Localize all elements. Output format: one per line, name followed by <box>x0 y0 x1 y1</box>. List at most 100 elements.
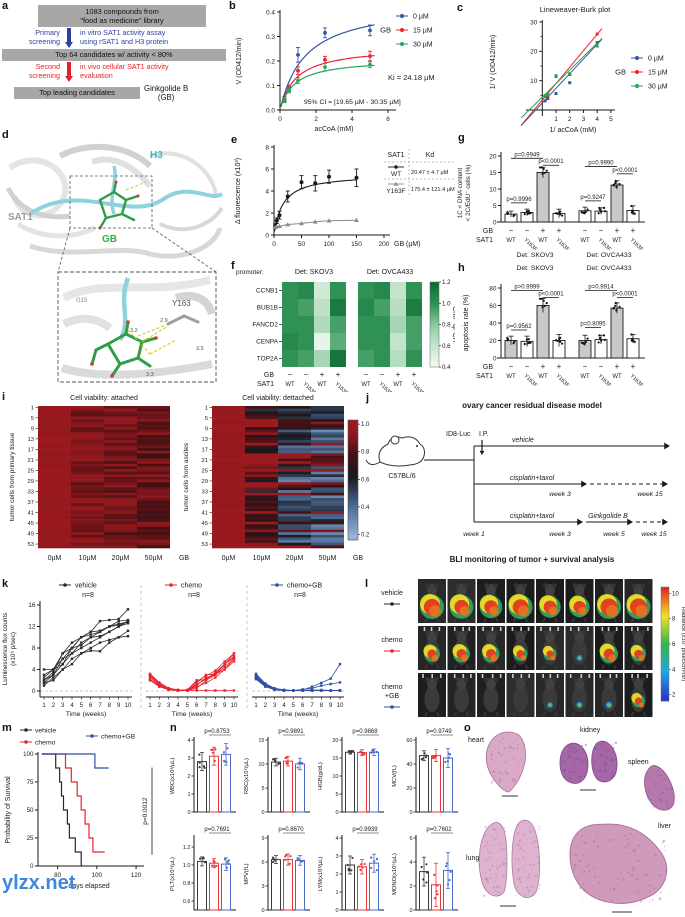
svg-text:Ki = 24.18 µM: Ki = 24.18 µM <box>388 73 435 82</box>
svg-text:0.6: 0.6 <box>361 477 370 483</box>
svg-text:4: 4 <box>32 667 36 674</box>
svg-text:week 1: week 1 <box>463 531 485 538</box>
svg-text:0: 0 <box>409 908 412 914</box>
svg-text:n=8: n=8 <box>294 592 306 599</box>
svg-text:1: 1 <box>335 890 338 896</box>
svg-text:−: − <box>304 370 309 379</box>
svg-text:12: 12 <box>28 624 36 631</box>
svg-text:ID8-Luc: ID8-Luc <box>446 431 471 438</box>
svg-text:0: 0 <box>335 810 338 816</box>
svg-text:vehicle: vehicle <box>75 583 97 590</box>
svg-text:Cell viability: attached: Cell viability: attached <box>70 395 138 402</box>
svg-text:80: 80 <box>54 872 61 879</box>
svg-text:4: 4 <box>265 188 269 195</box>
svg-text:45: 45 <box>202 521 208 527</box>
svg-text:p=0.7691: p=0.7691 <box>204 827 230 833</box>
svg-text:4: 4 <box>672 667 676 673</box>
svg-text:Y163F: Y163F <box>386 188 405 195</box>
svg-text:1: 1 <box>31 405 34 411</box>
svg-text:6: 6 <box>409 836 412 842</box>
svg-text:SAT1: SAT1 <box>8 212 33 223</box>
svg-text:2: 2 <box>158 703 162 709</box>
svg-text:1: 1 <box>254 703 258 709</box>
svg-text:+GB: +GB <box>385 693 400 700</box>
second-screening-description: in vivo cellular SAT1 activity evaluation <box>80 62 169 80</box>
flow-step-primary-screening: Primary screening in vitro SAT1 activity … <box>0 27 228 49</box>
svg-text:10µM: 10µM <box>253 555 271 562</box>
svg-text:WT: WT <box>391 171 401 178</box>
svg-text:49: 49 <box>202 532 208 538</box>
svg-text:41: 41 <box>202 511 208 517</box>
svg-text:GB (µM): GB (µM) <box>394 241 421 248</box>
svg-text:ChIP-qPCR: ChIP-qPCR <box>451 306 455 343</box>
svg-text:2: 2 <box>265 210 269 217</box>
svg-text:20.47 ± 4.7 µM: 20.47 ± 4.7 µM <box>411 170 449 176</box>
svg-text:acCoA (mM): acCoA (mM) <box>315 126 354 133</box>
svg-text:Det: SKOV3: Det: SKOV3 <box>516 265 553 272</box>
svg-text:2: 2 <box>314 116 318 123</box>
svg-text:100: 100 <box>324 241 335 248</box>
svg-text:3.3: 3.3 <box>146 372 154 378</box>
svg-text:vehicle: vehicle <box>512 437 534 444</box>
svg-text:+: + <box>320 370 325 379</box>
svg-text:GB: GB <box>264 372 274 379</box>
svg-text:21: 21 <box>28 458 34 464</box>
svg-text:0.6: 0.6 <box>183 899 191 905</box>
flow-result-compound: Ginkgolide B (GB) <box>144 83 189 103</box>
svg-text:p=0.9868: p=0.9868 <box>352 729 378 735</box>
svg-text:Ginkgolide B: Ginkgolide B <box>588 513 628 520</box>
svg-text:WT: WT <box>393 382 403 388</box>
svg-text:ovary cancer residual disease: ovary cancer residual disease model <box>462 401 602 410</box>
svg-text:20µM: 20µM <box>112 555 130 562</box>
svg-text:p=0.8670: p=0.8670 <box>278 827 304 833</box>
svg-text:0 µM: 0 µM <box>413 14 429 21</box>
svg-text:7: 7 <box>310 703 314 709</box>
svg-text:BUB1B: BUB1B <box>257 305 278 312</box>
svg-text:30: 30 <box>530 19 538 26</box>
svg-text:4: 4 <box>187 738 190 744</box>
svg-text:p=0.9939: p=0.9939 <box>352 827 378 833</box>
panel-o-histology-images: heart kidney spleen lung liver <box>466 727 675 913</box>
svg-text:week 15: week 15 <box>641 531 667 538</box>
svg-text:4: 4 <box>282 703 286 709</box>
svg-text:cisplatin+taxol: cisplatin+taxol <box>510 513 555 520</box>
svg-text:5: 5 <box>205 416 208 422</box>
panel-a-screening-flowchart: 1083 compounds from "food as medicine" l… <box>0 0 228 132</box>
svg-text:week 5: week 5 <box>603 531 625 538</box>
svg-text:10: 10 <box>672 591 679 597</box>
svg-text:Lineweaver-Burk plot: Lineweaver-Burk plot <box>540 5 611 14</box>
svg-text:H3: H3 <box>150 150 163 161</box>
svg-text:+: + <box>336 370 341 379</box>
svg-text:0: 0 <box>493 219 497 226</box>
svg-text:15 µM: 15 µM <box>413 28 433 35</box>
svg-text:Luminescence flux counts: Luminescence flux counts <box>2 613 9 685</box>
svg-text:p=0.9914: p=0.9914 <box>588 285 614 291</box>
svg-text:Y163F: Y163F <box>597 237 613 253</box>
svg-text:0: 0 <box>278 116 282 123</box>
svg-text:50µM: 50µM <box>319 555 337 562</box>
svg-text:5: 5 <box>261 786 264 792</box>
svg-text:40: 40 <box>406 762 412 768</box>
svg-text:chemo: chemo <box>181 583 202 590</box>
down-arrow-icon <box>60 61 78 83</box>
svg-text:5: 5 <box>493 203 497 210</box>
svg-text:WT: WT <box>612 374 622 380</box>
svg-text:PLT(x10⁶/µL): PLT(x10⁶/µL) <box>169 857 176 891</box>
svg-text:p=0.9562: p=0.9562 <box>506 324 532 330</box>
svg-text:LYM(x10³/µL): LYM(x10³/µL) <box>318 857 324 892</box>
svg-text:chemo: chemo <box>381 637 402 644</box>
svg-text:+: + <box>541 226 546 235</box>
svg-text:8: 8 <box>265 144 269 151</box>
svg-text:50µM: 50µM <box>145 555 163 562</box>
svg-text:6: 6 <box>672 642 676 648</box>
panel-f-chip-qpcr-heatmap: promoter: Det: SKOV3− − + +WT Y163F WT Y163FDet… <box>236 269 455 392</box>
svg-text:75: 75 <box>27 779 34 786</box>
svg-text:< 2C/EdU⁻ cells (%): < 2C/EdU⁻ cells (%) <box>465 165 472 222</box>
svg-text:1: 1 <box>42 703 46 709</box>
svg-text:6: 6 <box>301 703 305 709</box>
svg-text:+: + <box>615 226 620 235</box>
svg-text:chemo+GB: chemo+GB <box>287 583 323 590</box>
svg-text:0: 0 <box>493 355 497 362</box>
svg-text:(x10⁹ p/sec): (x10⁹ p/sec) <box>10 632 17 666</box>
svg-text:TOP2A: TOP2A <box>257 356 279 363</box>
